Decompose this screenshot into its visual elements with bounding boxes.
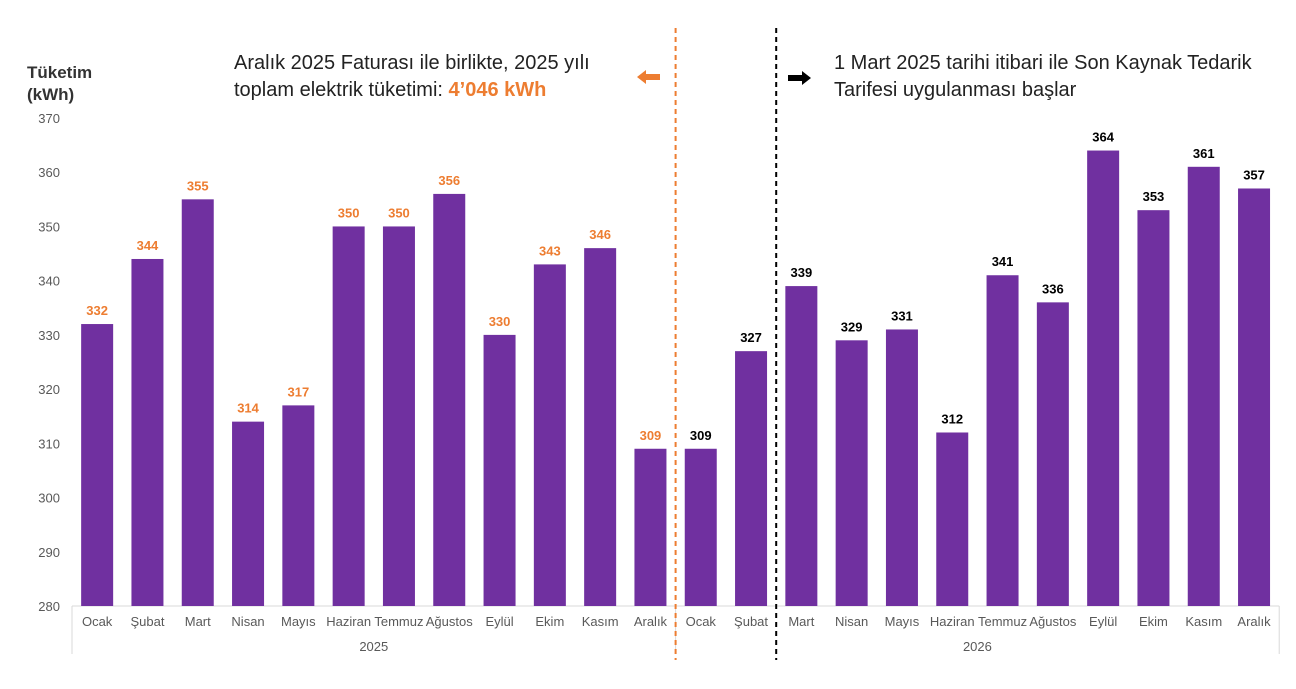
x-tick-label: Temmuz <box>374 614 423 629</box>
bar <box>1187 166 1220 607</box>
x-tick-label: Eylül <box>1089 614 1117 629</box>
annotation-total-value: 4’046 kWh <box>448 79 547 101</box>
data-label: 341 <box>992 254 1014 269</box>
data-label: 357 <box>1243 167 1265 182</box>
x-tick-label: Kasım <box>582 614 619 629</box>
y-tick-label: 280 <box>38 599 60 614</box>
data-label: 309 <box>640 428 662 443</box>
bar <box>433 193 466 606</box>
y-tick-label: 290 <box>38 545 60 560</box>
bar <box>382 226 415 606</box>
data-label: 314 <box>237 401 259 416</box>
x-tick-label: Mart <box>185 614 211 629</box>
annotation-right-text: 1 Mart 2025 tarihi itibari ile Son Kayna… <box>834 52 1252 101</box>
data-label: 350 <box>388 205 410 220</box>
x-tick-label: Temmuz <box>978 614 1027 629</box>
bar <box>232 421 265 606</box>
y-tick-label: 310 <box>38 436 60 451</box>
arrow-right-icon <box>788 71 811 85</box>
x-tick-label: Nisan <box>231 614 264 629</box>
data-label: 317 <box>287 384 309 399</box>
bar <box>735 351 768 606</box>
data-label: 331 <box>891 308 913 323</box>
x-tick-label: Ağustos <box>426 614 473 629</box>
bar <box>81 324 114 606</box>
x-tick-label: Şubat <box>734 614 768 629</box>
bar <box>533 264 566 606</box>
annotation-left-text: Aralık 2025 Faturası ile birlikte, 2025 … <box>234 52 590 101</box>
x-tick-label: Mayıs <box>885 614 920 629</box>
y-axis-title-line1: Tüketim <box>27 63 93 82</box>
y-axis-title: Tüketim (kWh) <box>27 62 92 106</box>
y-tick-label: 300 <box>38 491 60 506</box>
group-label: 2025 <box>359 639 388 654</box>
bar <box>282 405 315 606</box>
x-tick-label: Kasım <box>1185 614 1222 629</box>
bar <box>1238 188 1271 606</box>
y-tick-label: 370 <box>38 111 60 126</box>
arrow-left-icon <box>637 70 660 84</box>
data-label: 350 <box>338 205 360 220</box>
data-label: 356 <box>438 173 460 188</box>
bar <box>785 286 818 606</box>
data-label: 327 <box>740 330 762 345</box>
data-label: 312 <box>941 411 963 426</box>
y-axis-title-line2: (kWh) <box>27 85 75 104</box>
bar <box>986 275 1019 606</box>
x-tick-label: Ağustos <box>1029 614 1076 629</box>
x-tick-label: Haziran <box>930 614 975 629</box>
bar <box>936 432 969 606</box>
x-tick-label: Mart <box>788 614 814 629</box>
data-label: 330 <box>489 314 511 329</box>
x-tick-label: Aralık <box>1237 614 1271 629</box>
x-tick-label: Şubat <box>130 614 164 629</box>
bar <box>584 248 617 606</box>
x-tick-label: Eylül <box>485 614 513 629</box>
x-tick-label: Ocak <box>686 614 717 629</box>
bar <box>131 258 164 606</box>
y-tick-label: 360 <box>38 165 60 180</box>
annotation-tariff-start: 1 Mart 2025 tarihi itibari ile Son Kayna… <box>834 50 1254 104</box>
annotation-total-consumption: Aralık 2025 Faturası ile birlikte, 2025 … <box>234 50 634 104</box>
data-label: 353 <box>1143 189 1165 204</box>
bar <box>332 226 365 606</box>
bar <box>684 448 717 606</box>
bar <box>1087 150 1120 607</box>
data-label: 309 <box>690 428 712 443</box>
data-label: 346 <box>589 227 611 242</box>
data-label: 329 <box>841 319 863 334</box>
data-label: 332 <box>86 303 108 318</box>
bar <box>634 448 667 606</box>
data-label: 344 <box>137 238 159 253</box>
x-tick-label: Aralık <box>634 614 668 629</box>
data-label: 361 <box>1193 146 1215 161</box>
y-tick-label: 330 <box>38 328 60 343</box>
data-label: 336 <box>1042 281 1064 296</box>
data-label: 364 <box>1092 130 1114 145</box>
group-label: 2026 <box>963 639 992 654</box>
bar <box>181 199 214 607</box>
x-tick-label: Nisan <box>835 614 868 629</box>
data-label: 339 <box>790 265 812 280</box>
y-tick-label: 350 <box>38 219 60 234</box>
y-tick-label: 320 <box>38 382 60 397</box>
x-tick-label: Ocak <box>82 614 113 629</box>
x-tick-label: Haziran <box>326 614 371 629</box>
x-tick-label: Mayıs <box>281 614 316 629</box>
bar <box>1036 302 1069 606</box>
bar <box>1137 210 1170 606</box>
bar <box>885 329 918 606</box>
x-tick-label: Ekim <box>1139 614 1168 629</box>
bar <box>483 334 516 606</box>
x-tick-label: Ekim <box>535 614 564 629</box>
y-tick-label: 340 <box>38 274 60 289</box>
bar <box>835 340 868 606</box>
data-label: 343 <box>539 243 561 258</box>
data-label: 355 <box>187 178 209 193</box>
